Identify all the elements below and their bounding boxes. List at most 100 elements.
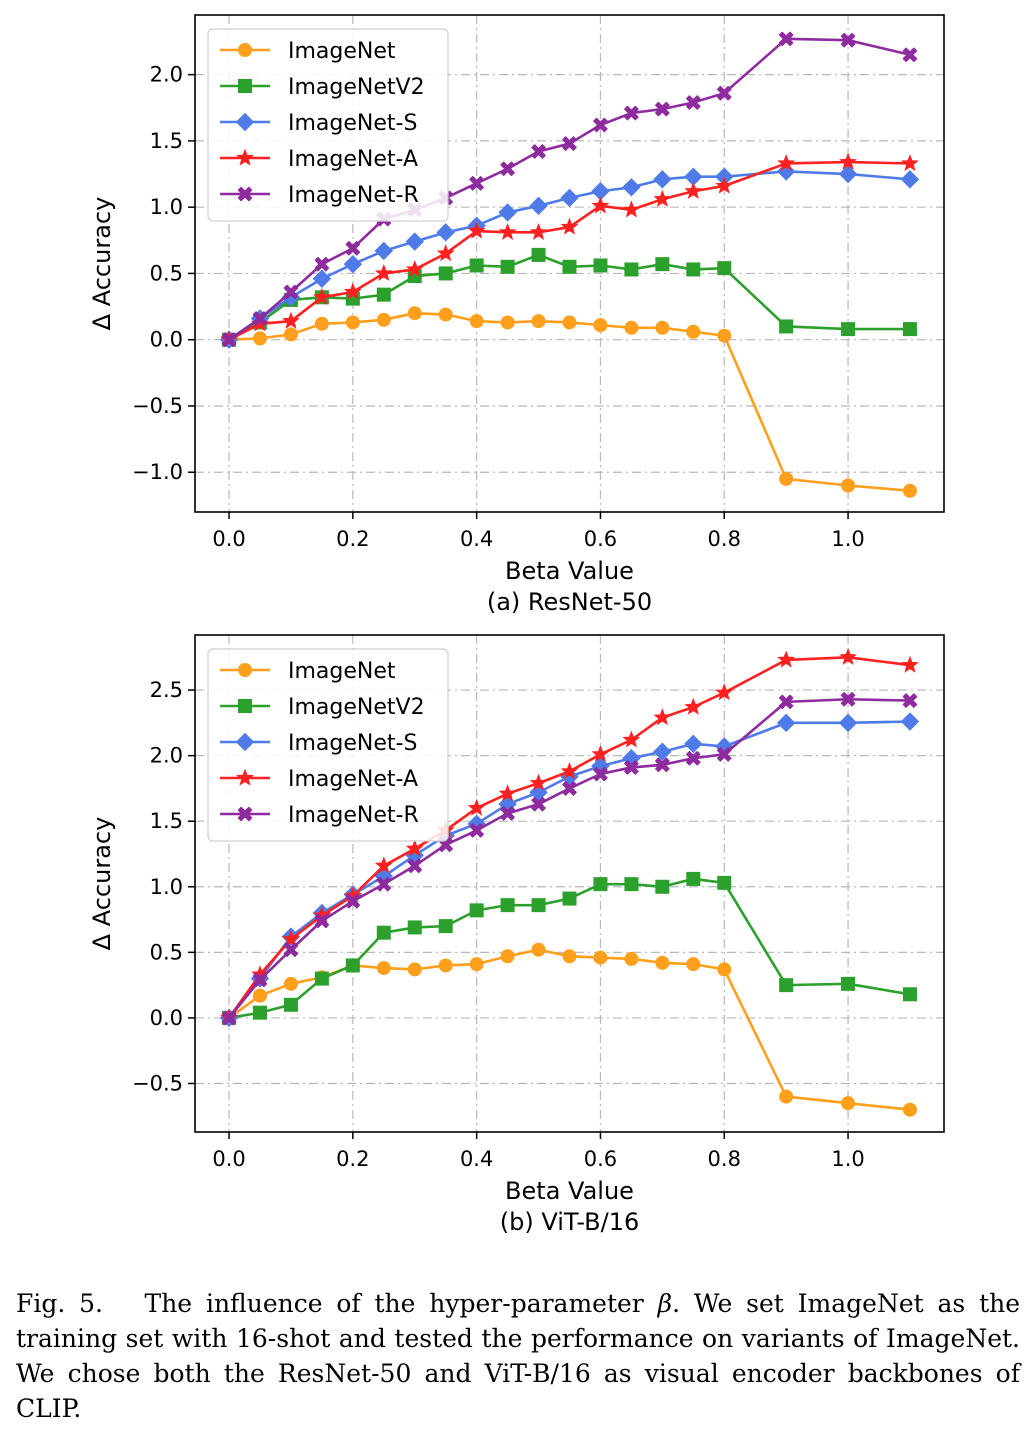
chart1-point-imagenetv2 [593,258,608,273]
chart1-point-imagenet-s [653,170,672,189]
chart1-point-imagenet [593,318,608,333]
chart2-point-imagenet-r [655,757,670,773]
chart1-point-imagenetv2 [562,259,577,274]
chart1-point-imagenet-r [314,256,330,272]
chart1-legend-label: ImageNet-S [288,111,417,136]
chart2-ytick-label: 2.5 [150,678,183,702]
chart1-ytick-label: 0.5 [150,261,183,285]
chart1-legend-item-imagenet: ImageNet [220,39,396,64]
chart1-point-imagenet-a [343,282,362,300]
chart2-ticks: 0.0 0.2 0.4 0.6 0.8 1.0 −0.5 0.0 0.5 1.0 1.5 2.0 2.5 [132,678,865,1171]
chart1-point-imagenet [283,327,298,342]
chart2-point-imagenet-a [715,683,734,701]
chart2-point-imagenet [562,949,577,964]
chart1-xtick-label: 1.0 [831,527,864,551]
chart2-legend-label: ImageNet-R [288,803,419,828]
chart1-point-imagenet-r [778,31,794,47]
chart1-point-imagenet-r [283,284,299,300]
chart2-point-imagenet [779,1089,794,1104]
chart2-point-imagenet-r [840,692,856,707]
chart2-point-imagenet-a [529,773,548,791]
chart2-point-imagenet-a [777,650,796,668]
chart2-legend-label: ImageNet [288,659,396,684]
chart2-series-group [219,647,920,1117]
chart1-point-imagenetv2 [686,262,701,277]
chart2-point-imagenet-s [900,712,920,731]
chart2-point-imagenet-a [374,856,393,874]
chart1-point-imagenet-a [622,200,641,218]
chart2-point-imagenet [624,951,639,966]
chart2-plot-frame [194,634,945,1133]
chart2-point-imagenetv2 [655,879,670,894]
chart1-point-imagenet-r [252,311,268,326]
chart1-point-imagenet-s [529,196,548,216]
chart1-legend-box [207,28,449,222]
chart2-point-imagenet-r [283,942,299,957]
chart1-xtick-label: 0.6 [584,527,617,551]
chart2-point-imagenet [438,958,453,973]
chart2-legend-marker [236,768,254,786]
chart2-point-imagenet-r [469,823,484,838]
chart2-point-imagenet [376,961,391,976]
chart2-point-imagenet [283,976,298,991]
chart1-point-imagenet-s [900,170,920,189]
chart1-point-imagenet [407,306,422,321]
chart1-point-imagenet-a [684,181,703,199]
chart2-point-imagenet-r [221,1010,237,1026]
chart2-point-imagenet-r [717,747,732,762]
chart2-x-axis-label: Beta Value [505,1177,634,1205]
chart2-series-imagenet-r [221,692,918,1026]
chart2-point-imagenetv2 [593,877,608,892]
chart1-point-imagenet-r [593,117,608,133]
chart2-point-imagenet-r [407,858,422,874]
chart2-point-imagenet-r [376,876,392,892]
chart2-point-imagenet [593,950,608,965]
chart-vitb16: 0.0 0.2 0.4 0.6 0.8 1.0 −0.5 0.0 0.5 1.0 1.5 2.0 2.5… [88,634,945,1236]
chart1-point-imagenet-s [436,223,455,242]
chart2-point-imagenet-a [405,839,424,857]
chart1-point-imagenetv2 [717,261,732,276]
chart1-plot-frame [194,14,945,513]
chart1-point-imagenet-s [312,269,332,288]
chart1-point-imagenet [624,320,639,335]
chart1-ytick-label: −0.5 [132,394,183,418]
chart1-point-imagenetv2 [376,287,391,302]
chart1-point-imagenet-a [591,196,610,214]
chart1-point-imagenet-a [529,222,548,240]
chart2-point-imagenet [531,942,546,957]
chart1-point-imagenet-a [282,311,300,329]
chart1-legend-label: ImageNet-A [288,147,418,172]
chart1-point-imagenet [655,320,670,335]
chart2-legend-item-imagenet: ImageNet [220,659,396,684]
chart1-point-imagenetv2 [438,266,453,281]
chart1-point-imagenet-r [469,176,484,191]
chart2-point-imagenetv2 [345,958,360,973]
chart1-point-imagenet [500,315,515,330]
chart2-point-imagenet-r [902,693,918,708]
chart1-point-imagenet-s [405,232,424,251]
chart1-point-imagenet-a [560,217,579,235]
chart1-point-imagenet-a [498,222,517,240]
chart2-point-imagenet-a [684,697,703,715]
chart1-legend-marker [237,186,253,202]
chart1-point-imagenet-s [622,178,641,197]
chart2-point-imagenet-a [839,647,857,665]
chart2-point-imagenet-r [562,781,577,796]
chart1-legend-marker [236,148,254,166]
chart2-point-imagenet [469,957,484,972]
chart1-point-imagenetv2 [500,259,515,274]
chart1-xtick-label: 0.8 [708,527,741,551]
chart1-point-imagenet [902,483,917,498]
chart2-point-imagenetv2 [841,976,856,991]
chart1-title: (a) ResNet-50 [487,588,652,616]
chart1-point-imagenet-r [531,144,546,159]
chart1-point-imagenet-r [562,136,577,151]
chart2-point-imagenetv2 [438,919,453,934]
chart2-point-imagenet-a [622,730,641,748]
chart2-title: (b) ViT-B/16 [500,1208,640,1236]
chart1-point-imagenet [779,471,794,486]
chart2-legend-marker [235,732,255,752]
chart2-point-imagenet-r [624,760,639,775]
caption-text-1: The influence of the hyper-parameter [144,1289,658,1318]
chart2-point-imagenetv2 [902,987,917,1002]
